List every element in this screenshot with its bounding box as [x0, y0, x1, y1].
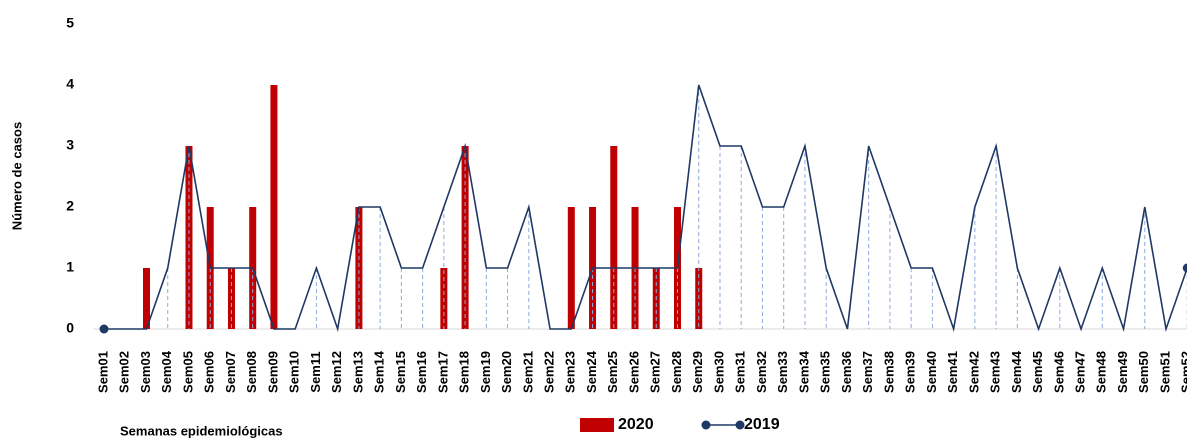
- x-tick-label: Sem37: [860, 351, 875, 393]
- x-tick-label: Sem26: [626, 351, 641, 393]
- y-tick-label: 3: [66, 137, 74, 153]
- x-tick-label: Sem21: [520, 351, 535, 393]
- x-tick-label: Sem42: [966, 351, 981, 393]
- legend-marker: [735, 420, 745, 430]
- x-tick-label: Sem29: [690, 351, 705, 393]
- x-tick-label: Sem40: [924, 351, 939, 393]
- x-tick-label: Sem03: [138, 351, 153, 393]
- x-tick-label: Sem12: [329, 351, 344, 393]
- x-tick-label: Sem50: [1136, 351, 1151, 393]
- y-tick-label: 5: [66, 15, 74, 31]
- y-tick-label: 2: [66, 198, 74, 214]
- legend-label: 2020: [618, 416, 654, 433]
- x-tick-label: Sem41: [945, 351, 960, 393]
- x-tick-label: Sem04: [159, 350, 174, 393]
- line: [104, 84, 1187, 333]
- y-tick-label: 4: [66, 76, 74, 92]
- x-tick-label: Sem32: [754, 351, 769, 393]
- x-tick-label: Sem35: [818, 351, 833, 393]
- x-tick-label: Sem34: [796, 350, 811, 393]
- marker: [99, 324, 109, 334]
- y-tick-label: 1: [66, 259, 74, 275]
- x-tick-label: Sem49: [1115, 351, 1130, 393]
- x-tick-label: Sem19: [478, 351, 493, 393]
- x-tick-label: Sem45: [1030, 351, 1045, 393]
- x-tick-label: Sem20: [499, 351, 514, 393]
- x-tick-label: Sem27: [648, 351, 663, 393]
- x-tick-label: Sem47: [1072, 351, 1087, 393]
- bar: [143, 268, 150, 329]
- x-tick-label: Sem36: [839, 351, 854, 393]
- x-tick-label: Sem22: [541, 351, 556, 393]
- x-tick-label: Sem10: [287, 351, 302, 393]
- x-tick-label: Sem16: [414, 351, 429, 393]
- bar: [567, 207, 575, 329]
- x-tick-label: Sem46: [1051, 351, 1066, 393]
- legend-label: 2019: [744, 416, 780, 433]
- x-tick-label: Sem11: [308, 351, 323, 392]
- x-tick-label: Sem06: [202, 351, 217, 393]
- x-tick-label: Sem44: [1009, 350, 1024, 393]
- x-tick-label: Sem51: [1157, 351, 1172, 393]
- y-axis-label: Número de casos: [9, 122, 24, 230]
- x-tick-label: Sem39: [903, 351, 918, 393]
- y-tick-label: 0: [66, 320, 74, 336]
- legend-marker: [701, 420, 711, 430]
- x-tick-label: Sem28: [669, 351, 684, 393]
- x-tick-label: Sem24: [584, 350, 599, 393]
- legend-swatch: [580, 418, 614, 432]
- bar: [355, 207, 363, 329]
- x-tick-label: Sem05: [180, 351, 195, 393]
- x-tick-label: Sem48: [1094, 351, 1109, 393]
- x-tick-label: Sem25: [605, 351, 620, 393]
- x-tick-label: Sem43: [988, 351, 1003, 393]
- x-tick-label: Sem02: [117, 351, 132, 393]
- x-tick-label: Sem13: [350, 351, 365, 393]
- x-tick-label: Sem14: [372, 350, 387, 393]
- x-tick-label: Sem30: [711, 351, 726, 393]
- x-axis-label: Semanas epidemiológicas: [120, 423, 283, 438]
- x-tick-label: Sem09: [265, 351, 280, 393]
- x-tick-label: Sem01: [95, 351, 110, 393]
- x-tick-label: Sem18: [457, 351, 472, 393]
- x-tick-label: Sem15: [393, 351, 408, 393]
- marker: [1182, 263, 1187, 273]
- x-tick-label: Sem08: [244, 351, 259, 393]
- x-tick-label: Sem33: [775, 351, 790, 393]
- x-tick-label: Sem52: [1179, 351, 1187, 393]
- x-tick-label: Sem07: [223, 351, 238, 393]
- bar: [270, 85, 278, 329]
- x-tick-label: Sem31: [733, 351, 748, 393]
- x-tick-label: Sem23: [563, 351, 578, 393]
- x-tick-label: Sem17: [435, 351, 450, 393]
- x-tick-label: Sem38: [881, 351, 896, 393]
- bar: [610, 146, 618, 329]
